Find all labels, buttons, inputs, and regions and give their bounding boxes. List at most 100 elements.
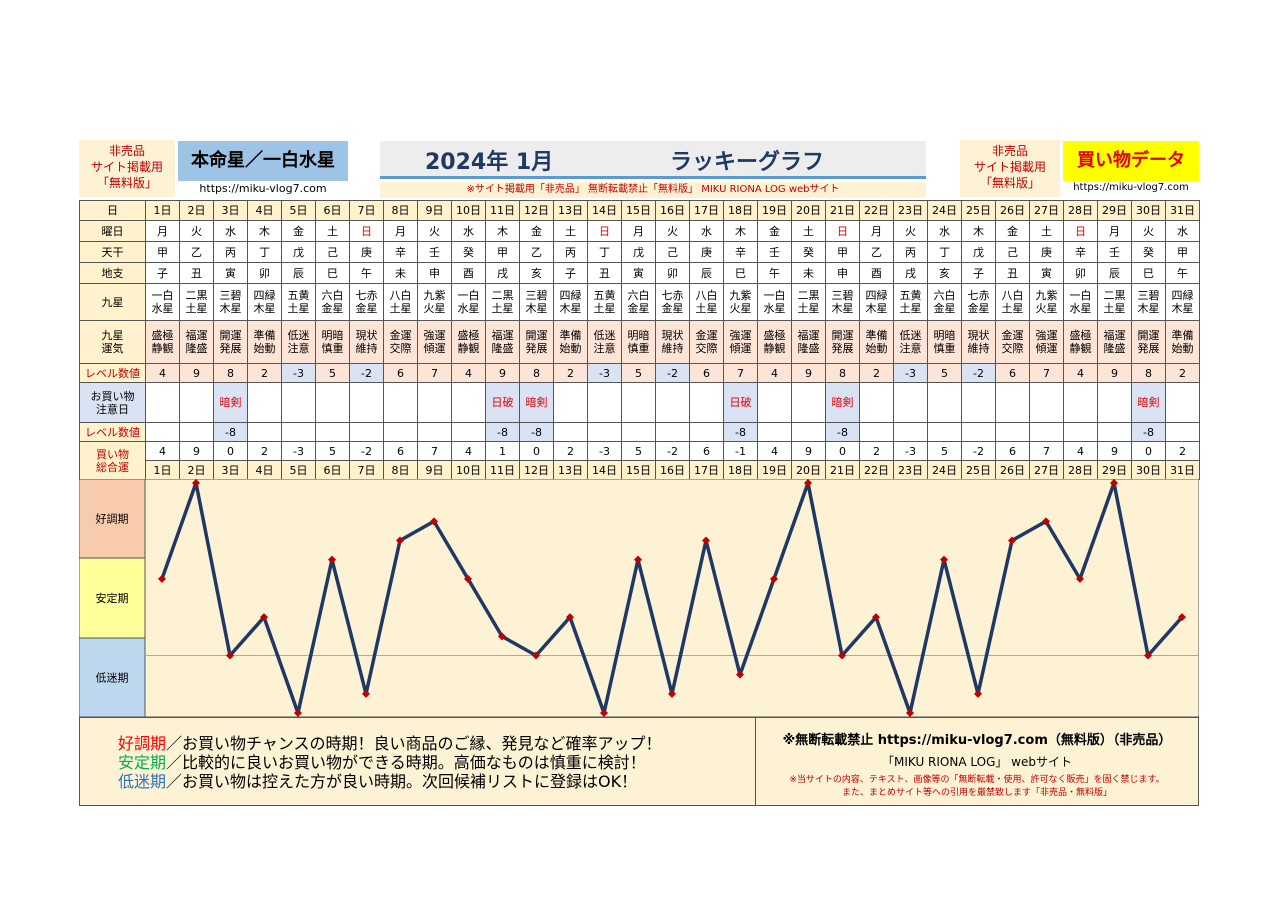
cell <box>587 382 622 423</box>
cell: 5 <box>927 363 962 383</box>
cell: 4 <box>1063 363 1098 383</box>
x-tick-label: 22日 <box>859 460 894 480</box>
x-tick-label: 31日 <box>1165 460 1200 480</box>
cell: 4 <box>451 363 486 383</box>
cell <box>179 382 214 423</box>
cell: 亥 <box>927 262 962 284</box>
total-value: 4 <box>145 441 180 461</box>
cell <box>247 422 282 442</box>
cell: 三碧 木星 <box>213 283 248 321</box>
marker <box>872 613 880 622</box>
cell: 壬 <box>417 241 452 263</box>
cell <box>655 422 690 442</box>
marker <box>1076 574 1084 583</box>
cell <box>281 422 316 442</box>
cell: 四緑 木星 <box>1165 283 1200 321</box>
x-tick-label: 25日 <box>961 460 996 480</box>
cell: 卯 <box>247 262 282 284</box>
cell <box>927 382 962 423</box>
cell: 18日 <box>723 200 758 221</box>
total-value: 7 <box>417 441 452 461</box>
marker <box>192 479 200 487</box>
cell: 月 <box>383 220 418 242</box>
cell <box>927 422 962 442</box>
x-tick-label: 8日 <box>383 460 418 480</box>
cell: 現状 維持 <box>655 320 690 364</box>
legend-box: 好調期／お買い物チャンスの時期！良い商品のご縁、発見など確率アップ！ 安定期／比較… <box>79 717 756 806</box>
cell: 25日 <box>961 200 996 221</box>
cell: 15日 <box>621 200 656 221</box>
notice: ※サイト掲載用「非売品」 無断転載禁止「無料版」 MIKU RIONA LOG … <box>380 182 926 198</box>
cell: 己 <box>655 241 690 263</box>
cell: 三碧 木星 <box>519 283 554 321</box>
cell: -2 <box>349 363 384 383</box>
cell: 八白 土星 <box>689 283 724 321</box>
row-label: 九星 運気 <box>79 320 146 364</box>
cell: 日 <box>825 220 860 242</box>
cell <box>961 382 996 423</box>
row-label: 日 <box>79 200 146 221</box>
cell: 七赤 金星 <box>349 283 384 321</box>
marker <box>1008 536 1016 545</box>
cell: 20日 <box>791 200 826 221</box>
cell: 22日 <box>859 200 894 221</box>
cell: 6 <box>383 363 418 383</box>
cell <box>179 422 214 442</box>
cell: 盛極 静観 <box>145 320 180 364</box>
cell <box>859 422 894 442</box>
total-value: -2 <box>349 441 384 461</box>
legend-term: 好調期 <box>118 734 167 753</box>
x-tick-label: 6日 <box>315 460 350 480</box>
cell: 強運 傾運 <box>417 320 452 364</box>
cell <box>1063 422 1098 442</box>
title-box <box>380 141 926 179</box>
cell: 28日 <box>1063 200 1098 221</box>
cell: 一白 水星 <box>757 283 792 321</box>
cell: 10日 <box>451 200 486 221</box>
cell <box>451 382 486 423</box>
cell: 開運 発展 <box>519 320 554 364</box>
cell <box>1097 382 1132 423</box>
cell: 癸 <box>1131 241 1166 263</box>
cell: 辛 <box>1063 241 1098 263</box>
cell: 九紫 火星 <box>723 283 758 321</box>
cell: 六白 金星 <box>621 283 656 321</box>
cell <box>451 422 486 442</box>
row-label: お買い物 注意日 <box>79 382 146 423</box>
cell: 12日 <box>519 200 554 221</box>
cell: 子 <box>553 262 588 284</box>
cell <box>383 382 418 423</box>
cell: 午 <box>1165 262 1200 284</box>
cell: 31日 <box>1165 200 1200 221</box>
marker <box>702 536 710 545</box>
cell: 三碧 木星 <box>825 283 860 321</box>
cell: 金運 交際 <box>995 320 1030 364</box>
cell: 強運 傾運 <box>723 320 758 364</box>
cell: 壬 <box>757 241 792 263</box>
cell: 金 <box>757 220 792 242</box>
x-tick-label: 15日 <box>621 460 656 480</box>
cell: 低迷 注意 <box>893 320 928 364</box>
marker <box>1178 613 1186 622</box>
cell <box>247 382 282 423</box>
cell: 開運 発展 <box>213 320 248 364</box>
x-tick-label: 19日 <box>757 460 792 480</box>
cell: 甲 <box>145 241 180 263</box>
cell: 日 <box>1063 220 1098 242</box>
cell: 丁 <box>587 241 622 263</box>
marker <box>328 555 336 564</box>
marker <box>294 709 302 717</box>
cell <box>791 382 826 423</box>
cell: 酉 <box>859 262 894 284</box>
cell: 甲 <box>1165 241 1200 263</box>
marker <box>158 574 166 583</box>
legend-text: ／お買い物は控えた方が良い時期。次回候補リストに登録はOK！ <box>166 772 638 791</box>
cell: 乙 <box>519 241 554 263</box>
cell: 乙 <box>859 241 894 263</box>
cell: 未 <box>791 262 826 284</box>
cell: 壬 <box>1097 241 1132 263</box>
plot-bg <box>79 479 1199 717</box>
cell: 盛極 静観 <box>757 320 792 364</box>
band-label: 安定期 <box>96 591 129 605</box>
total-value: 2 <box>553 441 588 461</box>
